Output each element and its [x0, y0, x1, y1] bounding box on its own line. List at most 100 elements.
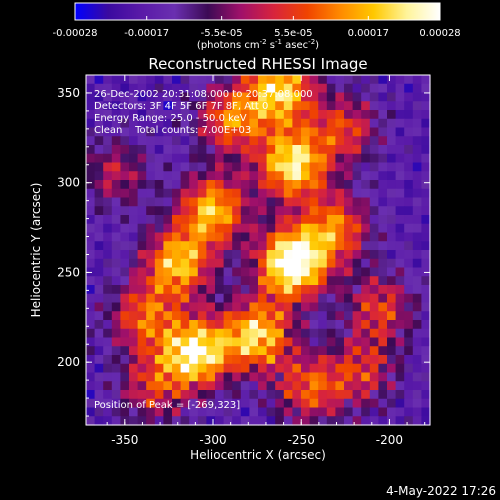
heatmap-cell: [258, 381, 268, 391]
heatmap-cell: [352, 416, 362, 426]
heatmap-cell: [404, 416, 414, 426]
heatmap-cell: [146, 110, 156, 120]
heatmap-cell: [146, 215, 156, 225]
heatmap-cell: [309, 145, 319, 155]
heatmap-cell: [412, 75, 422, 85]
heatmap-cell: [318, 145, 328, 155]
heatmap-cell: [387, 355, 397, 365]
heatmap-cell: [206, 118, 216, 129]
heatmap-cell: [275, 320, 285, 330]
heatmap-cell: [94, 250, 104, 260]
heatmap-cell: [275, 118, 285, 129]
heatmap-cell: [335, 267, 345, 277]
heatmap-cell: [232, 145, 242, 155]
heatmap-cell: [146, 285, 156, 295]
heatmap-cell: [318, 355, 328, 365]
heatmap-cell: [120, 320, 130, 330]
heatmap-cell: [163, 136, 173, 146]
y-tick-label: 350: [57, 86, 80, 100]
heatmap-cell: [197, 118, 207, 129]
heatmap-cell: [301, 206, 311, 216]
heatmap-cell: [309, 223, 319, 234]
heatmap-cell: [137, 258, 147, 269]
heatmap-cell: [189, 223, 199, 234]
heatmap-cell: [172, 258, 182, 269]
x-tick-label: -350: [111, 433, 138, 447]
heatmap-cell: [249, 320, 259, 330]
heatmap-cell: [137, 328, 147, 339]
heatmap-cell: [387, 328, 397, 339]
heatmap-cell: [266, 293, 276, 304]
heatmap-cell: [172, 92, 182, 102]
heatmap-cell: [292, 232, 302, 242]
heatmap-cell: [395, 302, 405, 312]
heatmap-cell: [180, 276, 190, 286]
heatmap-cell: [94, 232, 104, 242]
heatmap-cell: [309, 92, 319, 102]
heatmap-cell: [197, 127, 207, 137]
heatmap-cell: [163, 285, 173, 295]
heatmap-cell: [361, 101, 371, 111]
heatmap-cell: [275, 363, 285, 374]
colorbar-ticks: -0.00028 -0.00017 -5.5e-05 5.5e-05 0.00017 0.…: [53, 16, 461, 39]
heatmap-cell: [326, 258, 336, 269]
heatmap-cell: [344, 197, 354, 207]
chart-title: Reconstructed RHESSI Image: [148, 55, 367, 73]
heatmap-cell: [86, 276, 96, 286]
heatmap-cell: [163, 223, 173, 234]
heatmap-cell: [163, 171, 173, 181]
heatmap-cell: [344, 206, 354, 216]
heatmap-cell: [344, 267, 354, 277]
heatmap-cell: [318, 258, 328, 269]
heatmap-cell: [154, 407, 164, 417]
heatmap-cell: [258, 416, 268, 426]
heatmap-cell: [335, 302, 345, 312]
heatmap-cell: [215, 328, 225, 339]
heatmap-cell: [344, 276, 354, 286]
heatmap-cell: [404, 92, 414, 102]
heatmap-cell: [283, 346, 293, 356]
heatmap-cell: [103, 215, 113, 225]
heatmap-cell: [146, 363, 156, 374]
heatmap-cell: [163, 127, 173, 137]
heatmap-cell: [197, 372, 207, 382]
heatmap-cell: [352, 215, 362, 225]
heatmap-cell: [215, 320, 225, 330]
heatmap-cell: [318, 197, 328, 207]
heatmap-cell: [301, 241, 311, 251]
heatmap-cell: [258, 206, 268, 216]
heatmap-cell: [154, 258, 164, 269]
heatmap-cell: [197, 355, 207, 365]
heatmap-cell: [275, 127, 285, 137]
heatmap-cell: [249, 101, 259, 111]
heatmap-cell: [163, 320, 173, 330]
heatmap-cell: [283, 293, 293, 304]
heatmap-cell: [137, 355, 147, 365]
heatmap-cell: [223, 206, 233, 216]
heatmap-cell: [223, 407, 233, 417]
heatmap-cell: [335, 145, 345, 155]
heatmap-cell: [103, 381, 113, 391]
heatmap-cell: [232, 328, 242, 339]
heatmap-cell: [232, 363, 242, 374]
heatmap-cell: [249, 180, 259, 190]
heatmap-cell: [120, 197, 130, 207]
heatmap-cell: [94, 118, 104, 129]
heatmap-cell: [318, 153, 328, 164]
heatmap-cell: [395, 197, 405, 207]
heatmap-cell: [189, 162, 199, 172]
heatmap-cell: [283, 337, 293, 347]
heatmap-cell: [223, 92, 233, 102]
heatmap-cell: [421, 145, 431, 155]
heatmap-cell: [283, 320, 293, 330]
heatmap-cell: [197, 215, 207, 225]
heatmap-cell: [258, 153, 268, 164]
heatmap-cell: [352, 232, 362, 242]
heatmap-cell: [404, 293, 414, 304]
colorbar-tick-label: -0.00017: [124, 28, 169, 39]
heatmap-cell: [206, 372, 216, 382]
heatmap-cell: [283, 118, 293, 129]
heatmap-cell: [266, 75, 276, 85]
heatmap-cell: [309, 346, 319, 356]
heatmap-cell: [111, 75, 121, 85]
